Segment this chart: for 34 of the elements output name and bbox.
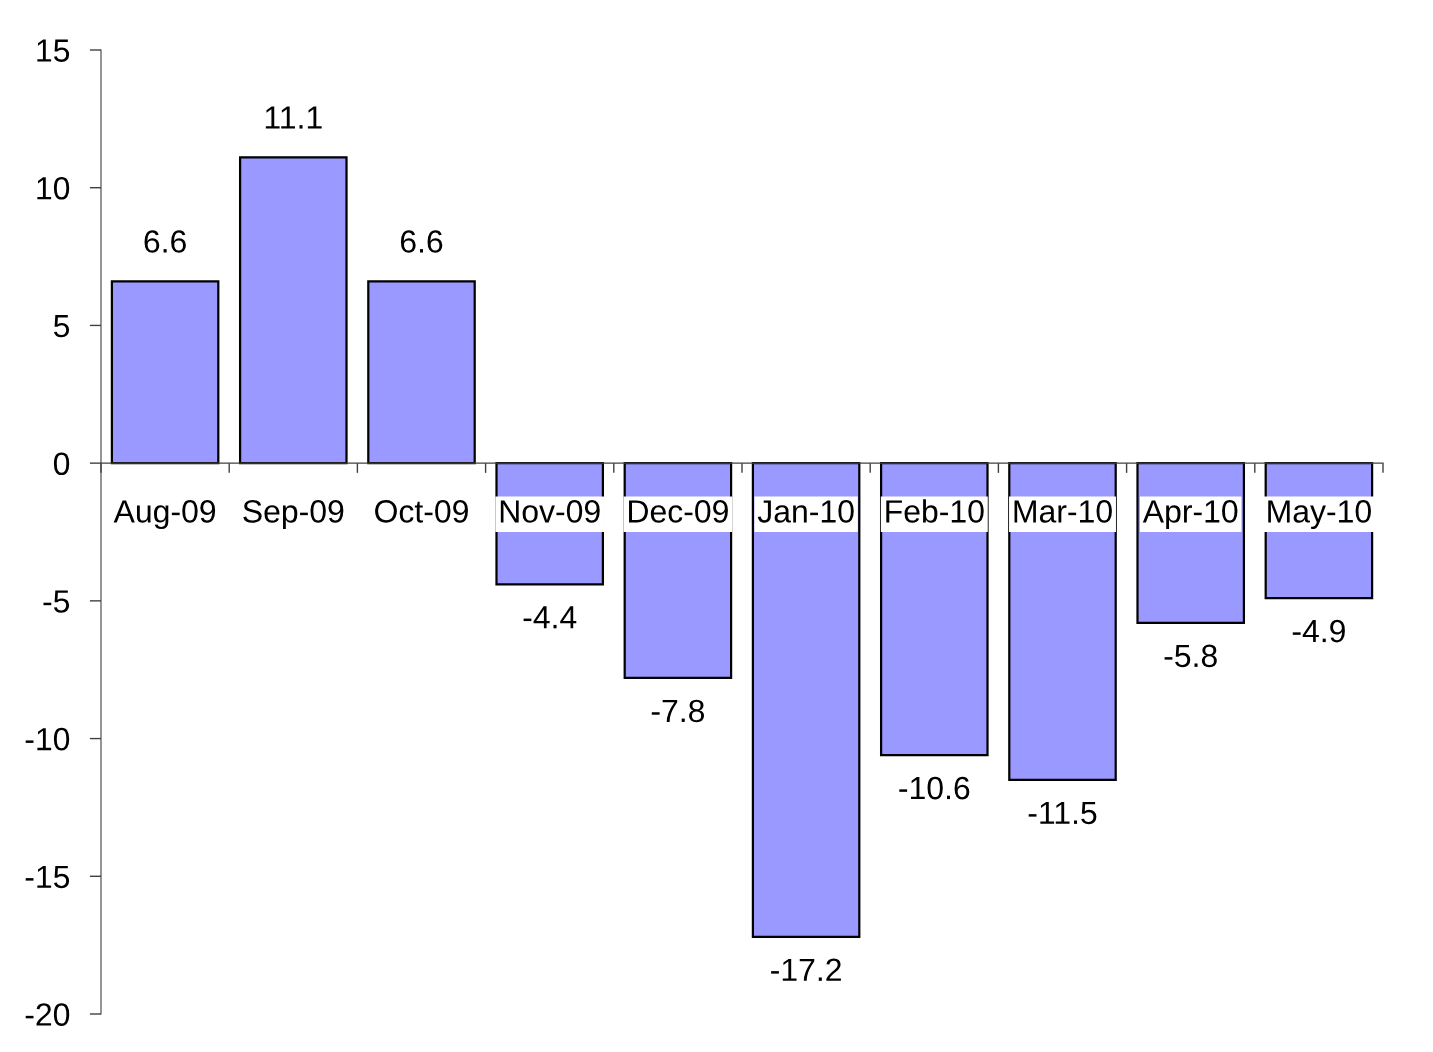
- data-label: 11.1: [265, 106, 322, 129]
- bar: [879, 462, 989, 757]
- bar: [367, 280, 476, 465]
- x-tick-label: Apr-10: [1142, 500, 1238, 530]
- bar: [110, 280, 220, 465]
- x-tick-label: Sep-09: [243, 500, 344, 530]
- y-tick-label: -10: [25, 727, 70, 751]
- x-tick-label: Dec-09: [629, 500, 728, 523]
- bar: [238, 156, 348, 465]
- x-tick-label: Jan-10: [757, 500, 854, 523]
- data-label: -10.6: [899, 776, 970, 800]
- x-tick-label: Feb-10: [886, 499, 984, 523]
- x-tick-label: May-10: [1268, 500, 1371, 530]
- data-label: -4.9: [1292, 619, 1345, 643]
- y-tick-label: 10: [37, 176, 70, 200]
- bar: [1008, 462, 1117, 781]
- y-tick-label: -20: [25, 1003, 70, 1026]
- y-tick-label: 0: [53, 452, 70, 476]
- x-tick-label: Mar-10: [1014, 500, 1112, 523]
- data-label: -4.4: [523, 606, 577, 629]
- x-tick-label: Oct-09: [375, 500, 468, 523]
- data-label: -17.2: [771, 958, 841, 981]
- x-tick-label: Nov-09: [500, 500, 600, 523]
- data-label: -5.8: [1164, 644, 1217, 668]
- y-tick-label: 5: [53, 315, 70, 338]
- data-label: 6.6: [400, 230, 443, 253]
- x-tick-label: Aug-09: [113, 500, 216, 530]
- y-tick-label: 15: [37, 39, 70, 62]
- y-tick-label: -5: [43, 590, 70, 613]
- y-tick-label: -15: [25, 865, 70, 889]
- data-label: -7.8: [651, 699, 705, 723]
- bar: [751, 462, 861, 938]
- data-label: -11.5: [1028, 801, 1097, 825]
- data-label: 6.6: [144, 230, 186, 253]
